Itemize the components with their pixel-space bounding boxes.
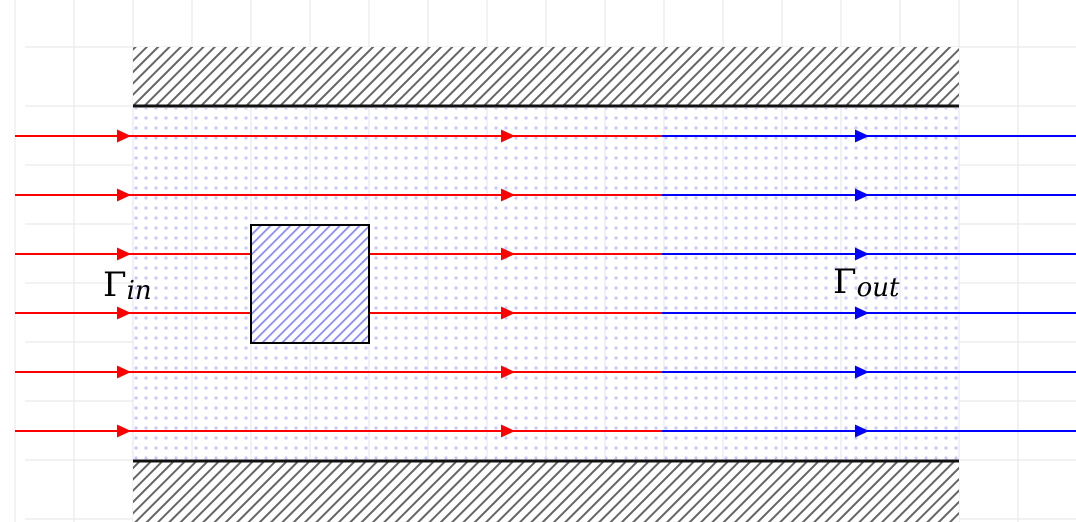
- arrowhead: [501, 306, 515, 320]
- obstacle: [250, 224, 370, 344]
- arrowhead: [855, 129, 869, 143]
- outlet-label-symbol: Γ: [833, 262, 857, 302]
- arrowhead: [855, 365, 869, 379]
- outlet-label-subscript: out: [857, 273, 900, 303]
- arrowhead: [855, 306, 869, 320]
- arrowhead: [501, 365, 515, 379]
- bottom-wall: [133, 462, 959, 522]
- arrowhead: [501, 424, 515, 438]
- outlet-label: Γout: [833, 262, 900, 303]
- arrowhead: [117, 365, 131, 379]
- inlet-label-symbol: Γ: [103, 265, 127, 305]
- arrowhead: [117, 129, 131, 143]
- arrowhead: [855, 424, 869, 438]
- arrowhead: [855, 188, 869, 202]
- streamlines: [15, 129, 1076, 438]
- arrowhead: [117, 424, 131, 438]
- arrowhead: [855, 247, 869, 261]
- arrowhead: [117, 306, 131, 320]
- arrowhead: [501, 129, 515, 143]
- inlet-label-subscript: in: [127, 276, 152, 306]
- arrowhead: [117, 188, 131, 202]
- inlet-label: Γin: [103, 265, 152, 306]
- arrowhead: [501, 247, 515, 261]
- arrowhead: [501, 188, 515, 202]
- top-wall: [133, 47, 959, 106]
- arrowhead: [117, 247, 131, 261]
